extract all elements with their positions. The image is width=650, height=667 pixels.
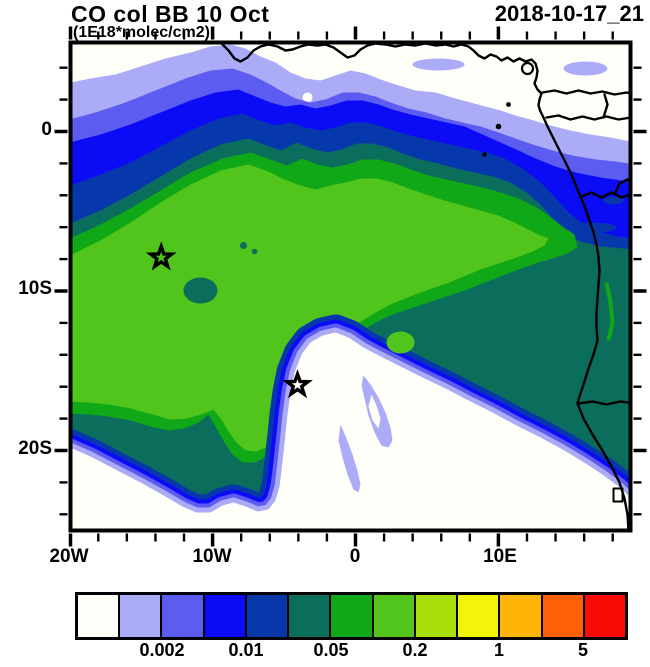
colorbar-tick-label: 0.002 [139,640,185,660]
lavender-patch [563,61,608,76]
colorbar-cell-4 [244,595,288,637]
colorbar-cell-10 [498,595,541,637]
plot-title: CO col BB 10 Oct [71,1,270,27]
teal-hole-in-plume [183,277,218,304]
axis-ticks [54,26,647,547]
star-marker-southeast [282,368,313,399]
y-tick-label-10s: 10S [18,278,52,299]
teal-speck [240,242,247,249]
x-tick-label-20w: 20W [49,546,89,567]
colorbar-cell-8 [413,595,457,637]
small-green-blob [386,331,415,354]
lavender-patch [412,58,465,71]
star-marker-northwest [145,241,177,271]
africa-coastline [221,42,630,531]
colorbar-tick-label: 0.01 [228,640,264,660]
map-frame [68,40,633,533]
y-tick-label-20s: 20S [18,438,52,459]
x-tick-label-0: 0 [349,546,361,567]
coastal-lagoon-detail [612,487,624,503]
colorbar-cell-12 [582,595,626,637]
contour-map [54,26,647,547]
colorbar-tick-label: 0.05 [313,640,349,660]
lavender-streak-2 [338,424,361,493]
colorbar-tick-label: 0.2 [402,640,428,660]
white-notch-in-streak [368,394,381,429]
contour-field [70,42,631,531]
colorbar-tick-label: 5 [577,640,588,660]
principe-island-dot [506,102,511,107]
band-lt-0.001-clearing [70,332,631,531]
annobon-island-dot [482,152,487,157]
colorbar-tick-label: 1 [493,640,504,660]
border-junction-vertical [602,93,609,119]
band-0.1-0.2-plume-core [70,164,549,452]
colorbar-cell-5 [287,595,330,637]
colorbar-cell-11 [540,595,583,637]
navy-streak-land [564,222,617,233]
colorbar-cell-9 [456,595,499,637]
star-markers [145,241,313,399]
colorbar [75,592,628,640]
border-eq-guinea-north [541,89,631,96]
x-tick-label-10e: 10E [483,546,517,567]
bioko-island [520,61,535,76]
x-tick-label-10w: 10W [192,546,232,567]
colorbar-cell-2 [160,595,203,637]
colorbar-cell-7 [371,595,414,637]
border-eq-guinea-south [545,114,631,121]
plot-timestamp: 2018-10-17_21 [494,1,644,26]
green-sliver-coast [604,282,615,341]
sao-tome-island-dot [495,123,502,130]
border-gabon-congo [580,191,631,199]
border-congo-spur [614,178,631,194]
colorbar-cell-1 [118,595,161,637]
colorbar-cell-3 [202,595,245,637]
y-tick-label-0: 0 [41,119,52,140]
colorbar-cell-0 [78,595,119,637]
teal-speck [251,248,258,255]
plot-units-label: (1E18*molec/cm2) [73,24,210,41]
border-angola-namibia [577,400,631,406]
navy-streak-land [603,196,624,205]
colorbar-cell-6 [329,595,372,637]
white-speck [302,92,313,103]
